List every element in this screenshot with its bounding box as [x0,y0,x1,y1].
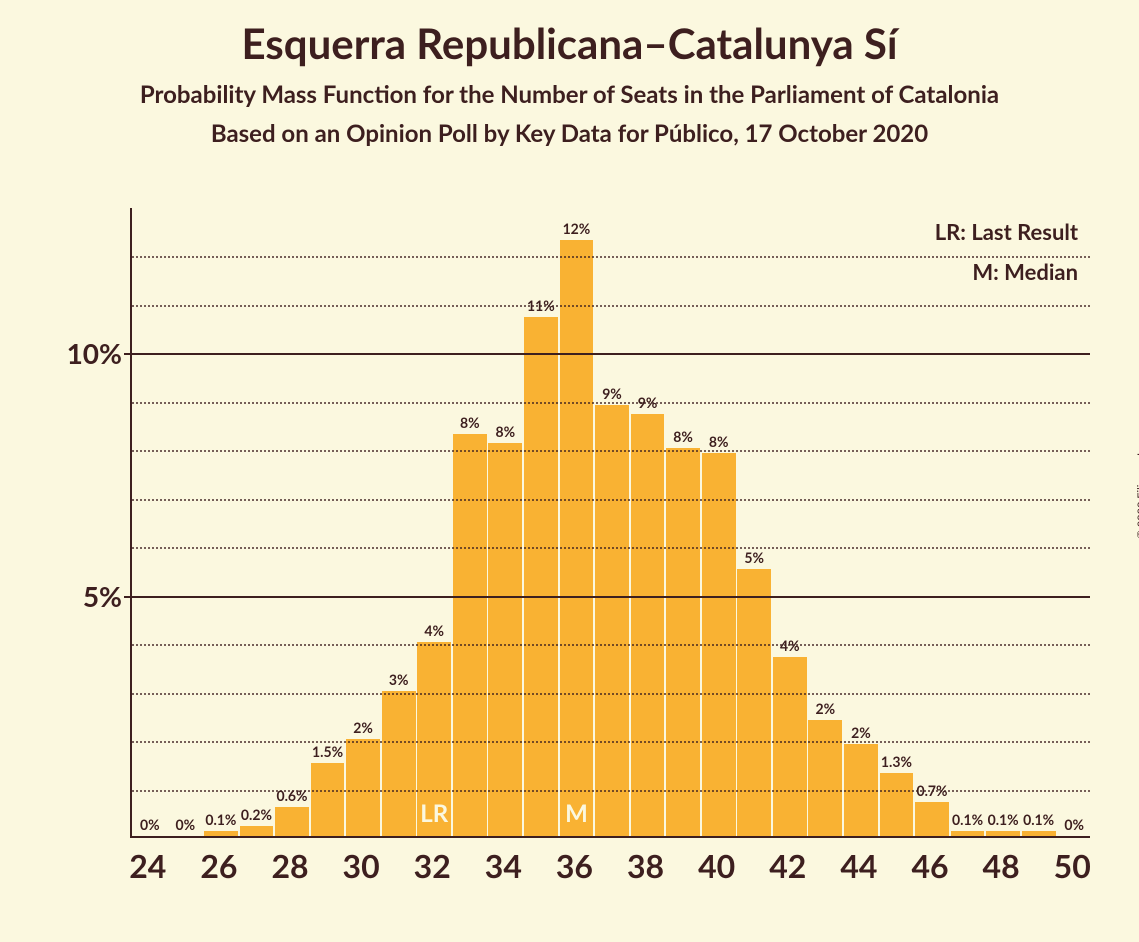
bar-value-label: 3% [389,671,409,688]
chart-title: Esquerra Republicana–Catalunya Sí [0,18,1139,68]
bar-value-label: 8% [673,428,693,445]
y-gridline-major [132,353,1090,355]
x-axis-label: 50 [1054,846,1091,885]
x-axis-label: 48 [983,846,1020,885]
x-axis-label: 38 [627,846,664,885]
bar: 5% [737,569,771,836]
bar-value-label: 0.1% [205,811,236,828]
bar-marker-label: M [565,799,588,828]
x-axis-label: 36 [556,846,593,885]
bar: 0.2% [240,826,274,836]
bar: 2% [808,720,842,836]
bar: 1.5% [311,763,345,836]
y-gridline-minor [132,256,1090,258]
bar: 8% [666,448,700,836]
x-axis-label: 30 [343,846,380,885]
bar: 1.3% [880,773,914,836]
bar: 0.6% [275,807,309,836]
bar-value-label: 0.1% [988,811,1019,828]
y-gridline-minor [132,741,1090,743]
y-gridline-minor [132,402,1090,404]
bar: 0.1% [1022,831,1056,836]
y-tick-mark [124,353,132,355]
bar: 0.1% [951,831,985,836]
x-axis-label: 24 [129,846,166,885]
bar-marker-label: LR [420,799,448,828]
chart-area: LR: Last Result M: Median 0%0%0.1%0.2%0.… [55,208,1105,888]
y-gridline-minor [132,305,1090,307]
bar-value-label: 8% [709,433,729,450]
bar-value-label: 0.1% [952,811,983,828]
bar-value-label: 0% [140,816,160,833]
bar-value-label: 1.5% [312,743,343,760]
bar-value-label: 4% [424,622,444,639]
bar: 3% [382,691,416,836]
x-axis-label: 28 [271,846,308,885]
x-axis-label: 26 [200,846,237,885]
y-tick-mark [124,596,132,598]
bar-value-label: 8% [496,423,516,440]
copyright-text: © 2020 Filip van Laenen [1135,421,1139,539]
y-gridline-minor [132,547,1090,549]
bar: 8% [453,434,487,836]
y-gridline-minor [132,693,1090,695]
bar: 11% [524,317,558,836]
bar-value-label: 0.1% [1023,811,1054,828]
x-axis-label: 42 [769,846,806,885]
x-axis-label: 40 [698,846,735,885]
y-gridline-minor [132,790,1090,792]
bar: 0.7% [915,802,949,836]
x-axis-label: 46 [911,846,948,885]
x-axis-labels: 24 26 28 30 32 34 36 38 40 42 44 46 48 50 [130,846,1090,886]
bar-value-label: 0% [1064,816,1084,833]
chart-subtitle-2: Based on an Opinion Poll by Key Data for… [0,119,1139,148]
bar: 9% [595,405,629,836]
bar-value-label: 2% [851,724,871,741]
y-gridline-minor [132,644,1090,646]
bar: 4%LR [417,642,451,836]
x-axis-label: 44 [840,846,877,885]
y-axis-label: 5% [83,579,122,613]
chart-subtitle-1: Probability Mass Function for the Number… [0,80,1139,109]
bar-value-label: 0% [176,816,196,833]
y-gridline-minor [132,450,1090,452]
bar: 12%M [560,240,594,836]
bar-value-label: 1.3% [881,753,912,770]
x-axis-label: 32 [414,846,451,885]
y-gridline-major [132,596,1090,598]
chart-container: © 2020 Filip van Laenen Esquerra Republi… [0,18,1139,942]
x-axis-label: 34 [485,846,522,885]
bar-value-label: 9% [602,385,622,402]
bar-value-label: 12% [563,220,591,237]
bar-value-label: 0.2% [241,806,272,823]
bar-value-label: 2% [353,719,373,736]
y-gridline-minor [132,499,1090,501]
y-axis-label: 10% [67,336,122,370]
plot-area: LR: Last Result M: Median 0%0%0.1%0.2%0.… [130,208,1090,838]
bar: 2% [346,739,380,836]
bar: 8% [488,443,522,836]
bar: 0.1% [204,831,238,836]
bar-value-label: 8% [460,414,480,431]
bar-value-label: 2% [816,700,836,717]
bar: 9% [631,414,665,836]
bar: 4% [773,657,807,836]
bar: 0.1% [986,831,1020,836]
bar-value-label: 5% [744,549,764,566]
